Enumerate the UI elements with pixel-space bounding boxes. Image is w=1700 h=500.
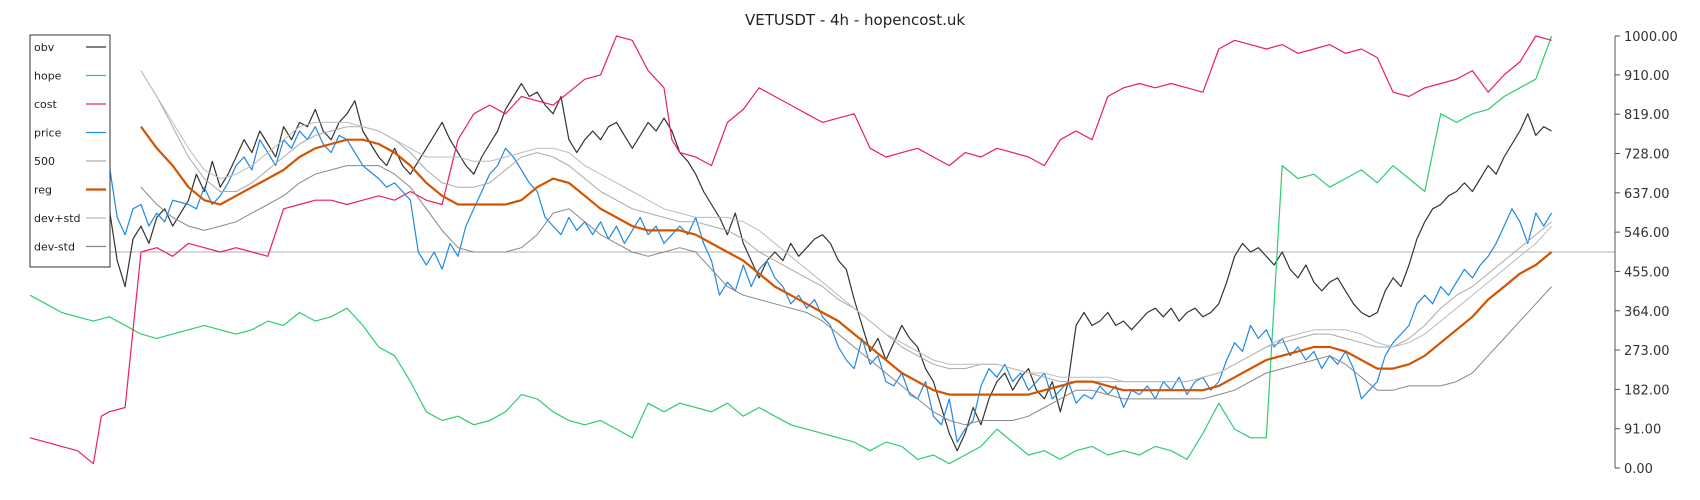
y-tick-label: 546.00 [1624, 226, 1670, 241]
series-line-reg [140, 126, 1553, 396]
series-line-dev-std [140, 165, 1552, 426]
legend-label-dev-std: dev+std [34, 212, 81, 225]
y-tick-label: 0.00 [1624, 462, 1653, 477]
y-tick-label: 182.00 [1624, 383, 1670, 398]
y-tick-label: 910.00 [1624, 69, 1670, 84]
y-tick-label: 1000.00 [1624, 30, 1678, 45]
y-tick-label: 273.00 [1624, 344, 1670, 359]
legend-label-hope: hope [34, 70, 62, 83]
legend: obv hope cost price 500 reg dev+std dev-std [29, 34, 111, 268]
legend-label-obv: obv [34, 41, 55, 54]
series-line-hope [29, 35, 1553, 465]
legend-box [29, 34, 111, 268]
series-line-price [108, 126, 1553, 443]
series-line-500 [140, 70, 1552, 383]
y-tick-label: 637.00 [1624, 187, 1670, 202]
y-tick-label: 819.00 [1624, 108, 1670, 123]
y-tick-label: 455.00 [1624, 265, 1670, 280]
legend-label-reg: reg [34, 184, 52, 197]
series-line-dev-std [140, 70, 1552, 383]
series-layer [29, 35, 1553, 465]
legend-label-cost: cost [34, 98, 58, 111]
chart-title: VETUSDT - 4h - hopencost.uk [745, 11, 965, 29]
series-line-obv [108, 82, 1552, 452]
y-tick-label: 91.00 [1624, 423, 1661, 438]
y-tick-label: 364.00 [1624, 305, 1670, 320]
legend-label-price: price [34, 127, 62, 140]
legend-label-dev-std: dev-std [34, 241, 75, 254]
series-line-cost [29, 35, 1552, 465]
legend-label-500: 500 [34, 155, 55, 168]
y-axis: 0.00 91.00 182.00 273.00 364.00 455.00 546.00 6… [1614, 30, 1678, 477]
y-tick-label: 728.00 [1624, 148, 1670, 163]
